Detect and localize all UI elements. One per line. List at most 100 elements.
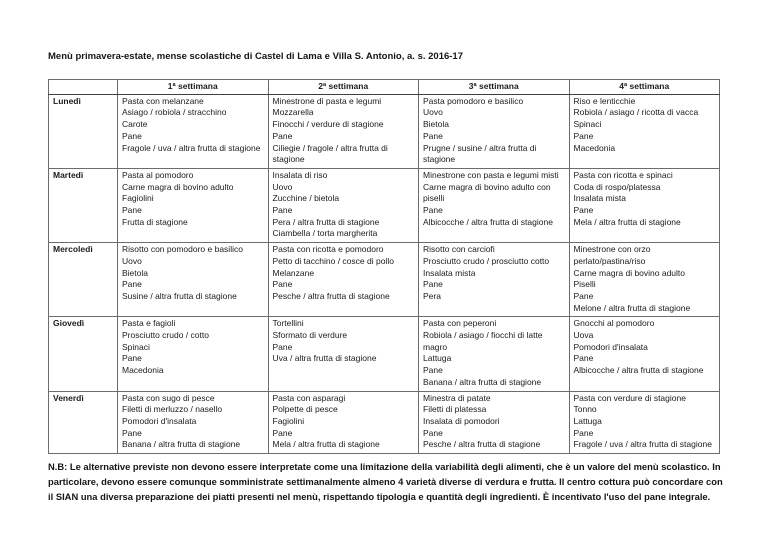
menu-item: Insalata mista	[573, 193, 626, 204]
menu-item: Carne magra di bovino adulto	[573, 267, 686, 278]
menu-item: Pasta con sugo di pesce	[122, 392, 215, 403]
corner-cell	[48, 79, 118, 95]
menu-item: Uovo	[122, 255, 142, 266]
menu-item: Pane	[423, 427, 443, 438]
menu-item: Pane	[272, 341, 293, 352]
menu-item: Pane	[122, 353, 142, 364]
menu-cell: Pasta e fagioli Prosciutto crudo / cotto S…	[117, 316, 269, 392]
document-page: Menù primavera-estate, mense scolastiche…	[48, 51, 724, 504]
menu-item: Riso e lenticchie	[573, 95, 636, 106]
menu-item: Insalata mista	[423, 267, 476, 278]
menu-item: Pane	[272, 205, 293, 216]
menu-item: Filetti di merluzzo / nasello	[122, 404, 223, 415]
menu-item: Uva / altra frutta di stagione	[272, 353, 377, 364]
table-row-lunedi: Lunedì Pasta con melanzane Asiago / robio…	[48, 93, 720, 169]
menu-item: Banana / altra frutta di stagione	[122, 439, 241, 450]
footer-note: N.B: Le alternative previste non devono …	[48, 461, 723, 503]
menu-cell: Pasta con peperoni Robiola / asiago / fio…	[418, 316, 570, 392]
menu-item: Carne magra di bovino adulto con piselli	[423, 181, 551, 204]
menu-item: Carne magra di bovino adulto	[122, 181, 234, 192]
menu-item: Lattuga	[423, 353, 452, 364]
menu-item: Spinaci	[122, 341, 150, 352]
menu-item: Pasta con ricotta e spinaci	[573, 169, 673, 180]
menu-item: Spinaci	[573, 119, 602, 130]
menu-item: Pane	[423, 365, 443, 376]
column-header-week3: 3ª settimana	[418, 79, 570, 95]
menu-item: Pasta con peperoni	[423, 318, 497, 329]
menu-item: Pasta al pomodoro	[122, 169, 194, 180]
menu-item: Coda di rospo/platessa	[573, 181, 661, 192]
menu-item: Tonno	[573, 404, 597, 415]
menu-item: Zucchine / bietola	[272, 193, 340, 204]
menu-item: Banana / altra frutta di stagione	[423, 376, 542, 387]
menu-cell: Minestrone con pasta e legumi misti Carne…	[418, 167, 570, 244]
menu-item: Pane	[122, 427, 142, 438]
menu-item: Pane	[573, 205, 594, 216]
menu-item: Prosciutto crudo / cotto	[122, 330, 209, 341]
menu-item: Risotto con carciofi	[423, 244, 495, 255]
menu-item: Uova	[573, 330, 594, 341]
table-row-mercoledi: Mercoledì Risotto con pomodoro e basilic…	[48, 242, 720, 318]
page-title: Menù primavera-estate, mense scolastiche…	[48, 51, 463, 62]
menu-item: Pane	[272, 427, 293, 438]
menu-item: Pasta con asparagi	[272, 392, 346, 403]
day-label: Venerdì	[48, 390, 118, 455]
menu-item: Bietola	[122, 267, 148, 278]
menu-item: Fragole / uva / altra frutta di stagione	[122, 142, 261, 153]
table-row-martedi: Martedì Pasta al pomodoro Carne magra di …	[48, 167, 720, 244]
menu-item: Minestrone di pasta e legumi	[272, 95, 382, 106]
menu-item: Sformato di verdure	[272, 330, 348, 341]
menu-cell: Minestra di patate Filetti di platessa Ins…	[418, 390, 570, 455]
menu-item: Uovo	[423, 107, 443, 118]
day-label: Martedì	[48, 167, 118, 244]
header-row: 1ª settimana 2ª settimana 3ª settimana 4…	[48, 79, 720, 95]
menu-item: Pasta con verdure di stagione	[573, 392, 686, 403]
menu-item: Pane	[272, 279, 293, 290]
menu-item: Melanzane	[272, 267, 315, 278]
menu-item: Frutta di stagione	[122, 216, 188, 227]
menu-item: Filetti di platessa	[423, 404, 487, 415]
menu-item: Macedonia	[573, 142, 616, 153]
day-label: Giovedì	[48, 316, 118, 392]
day-label: Mercoledì	[48, 242, 118, 318]
menu-cell: Pasta con sugo di pesce Filetti di merluz…	[117, 390, 269, 455]
menu-item: Mozzarella	[272, 107, 314, 118]
menu-item: Petto di tacchino / cosce di pollo	[272, 255, 394, 266]
menu-item: Pesche / altra frutta di stagione	[272, 290, 390, 301]
table-row-venerdi: Venerdì Pasta con sugo di pesce Filetti d…	[48, 390, 720, 455]
menu-item: Pomodori d'insalata	[573, 341, 648, 352]
menu-item: Tortellini	[272, 318, 304, 329]
day-label: Lunedì	[48, 93, 118, 169]
menu-item: Asiago / robiola / stracchino	[122, 107, 227, 118]
menu-cell: Minestrone di pasta e legumi Mozzarella Fi…	[267, 93, 419, 169]
menu-cell: Pasta con ricotta e pomodoro Petto di tac…	[267, 242, 419, 318]
menu-item: Pane	[122, 205, 142, 216]
menu-item: Minestrone con pasta e legumi misti	[423, 169, 559, 180]
menu-cell: Riso e lenticchie Robiola / asiago / rico…	[568, 93, 720, 169]
menu-item: Robiola / asiago / fiocchi di latte magr…	[423, 330, 543, 352]
menu-item: Susine / altra frutta di stagione	[122, 290, 237, 301]
menu-item: Carote	[122, 119, 148, 130]
menu-item: Finocchi / verdure di stagione	[272, 119, 384, 130]
menu-item: Mela / altra frutta di stagione	[272, 439, 380, 450]
menu-item: Fagiolini	[122, 193, 154, 204]
menu-item: Ciliegie / fragole / altra frutta di sta…	[272, 142, 388, 165]
menu-item: Pasta pomodoro e basilico	[423, 95, 524, 106]
menu-item: Albicocche / altra frutta di stagione	[423, 216, 553, 227]
menu-item: Albicocche / altra frutta di stagione	[573, 365, 704, 376]
menu-item: Prugne / susine / altra frutta di stagio…	[423, 142, 537, 165]
menu-item: Pane	[573, 130, 594, 141]
menu-cell: Tortellini Sformato di verdure Pane Uva / a…	[267, 316, 419, 392]
menu-item: Lattuga	[573, 415, 602, 426]
menu-item: Pera	[423, 290, 441, 301]
menu-item: Piselli	[573, 279, 596, 290]
table-row-giovedi: Giovedì Pasta e fagioli Prosciutto crudo …	[48, 316, 720, 392]
menu-cell: Pasta con verdure di stagione Tonno Lattug…	[568, 390, 720, 455]
menu-item: Pane	[423, 130, 443, 141]
menu-item: Insalata di pomodori	[423, 415, 500, 426]
menu-item: Polpette di pesce	[272, 404, 338, 415]
menu-item: Pane	[272, 130, 293, 141]
menu-table: 1ª settimana 2ª settimana 3ª settimana 4…	[48, 79, 720, 455]
menu-item: Ciambella / torta margherita	[272, 228, 378, 239]
menu-cell: Gnocchi al pomodoro Uova Pomodori d'insala…	[568, 316, 720, 392]
